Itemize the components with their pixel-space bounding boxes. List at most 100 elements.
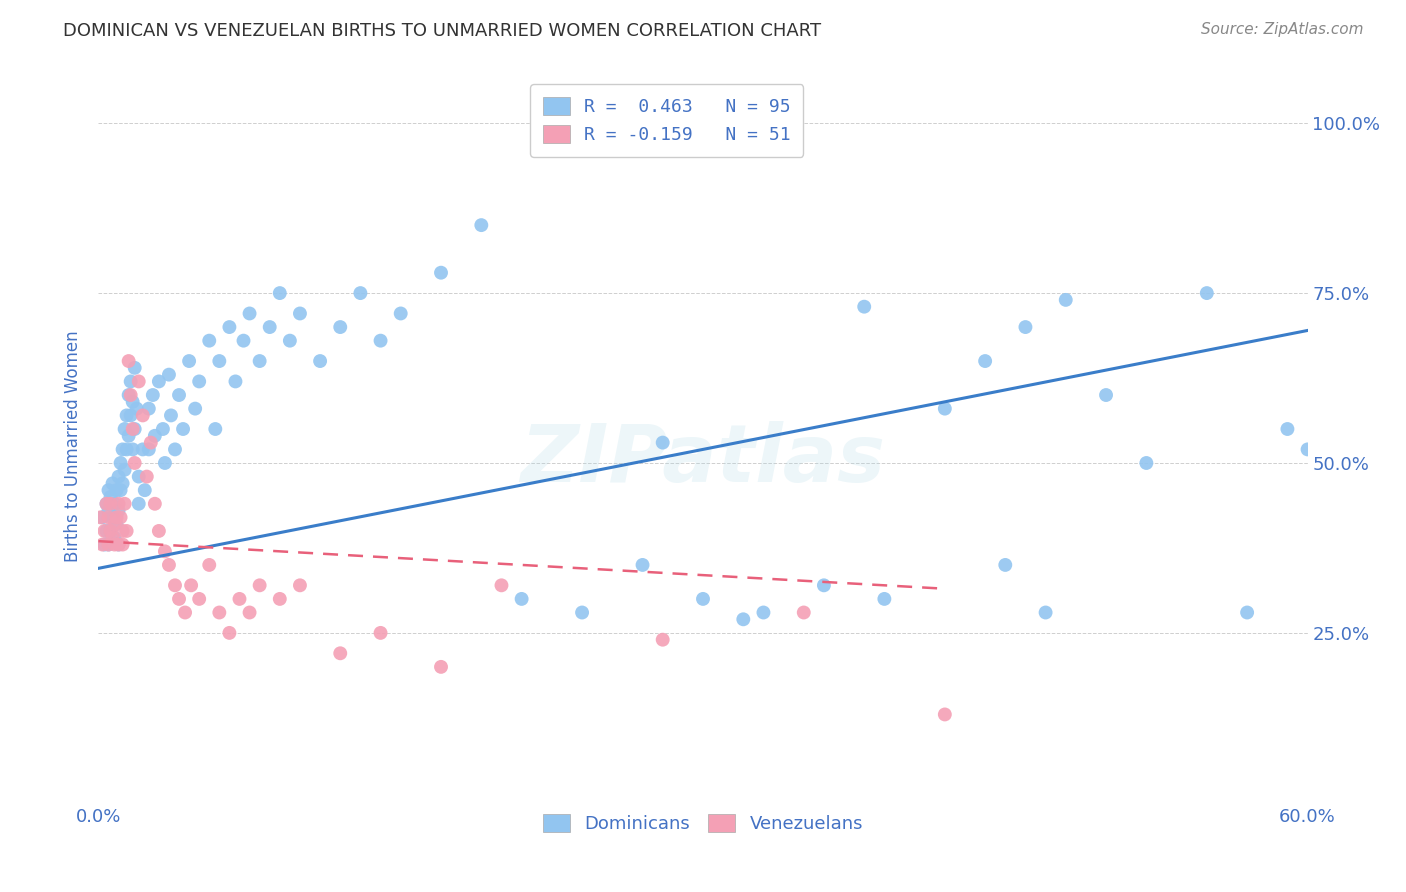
Point	[103, 537, 125, 551]
Point	[239, 306, 262, 320]
Point	[93, 524, 115, 538]
Point	[1277, 422, 1299, 436]
Point	[239, 606, 262, 620]
Text: ZIPatlas: ZIPatlas	[520, 421, 886, 500]
Point	[1095, 388, 1118, 402]
Point	[121, 394, 143, 409]
Point	[349, 286, 371, 301]
Point	[103, 497, 125, 511]
Point	[97, 503, 120, 517]
Point	[793, 606, 815, 620]
Point	[121, 422, 143, 436]
Point	[100, 524, 122, 538]
Point	[128, 375, 150, 389]
Point	[389, 306, 412, 320]
Point	[143, 497, 166, 511]
Point	[111, 442, 134, 457]
Point	[148, 375, 170, 389]
Point	[218, 320, 240, 334]
Point	[114, 422, 136, 436]
Point	[163, 578, 186, 592]
Point	[733, 612, 755, 626]
Point	[100, 497, 122, 511]
Point	[208, 354, 231, 368]
Point	[101, 531, 124, 545]
Point	[1195, 286, 1218, 301]
Point	[208, 606, 231, 620]
Point	[167, 388, 190, 402]
Point	[188, 375, 211, 389]
Point	[91, 510, 114, 524]
Point	[143, 429, 166, 443]
Point	[873, 591, 896, 606]
Point	[97, 537, 120, 551]
Point	[249, 354, 271, 368]
Point	[138, 442, 160, 457]
Y-axis label: Births to Unmarried Women: Births to Unmarried Women	[65, 330, 83, 562]
Point	[179, 354, 201, 368]
Point	[651, 435, 673, 450]
Point	[994, 558, 1017, 572]
Point	[110, 456, 132, 470]
Point	[148, 524, 170, 538]
Point	[571, 606, 593, 620]
Point	[120, 375, 142, 389]
Point	[167, 591, 190, 606]
Point	[224, 375, 246, 389]
Point	[157, 558, 180, 572]
Point	[97, 537, 120, 551]
Point	[249, 578, 271, 592]
Point	[114, 463, 136, 477]
Point	[135, 469, 157, 483]
Point	[1296, 442, 1319, 457]
Point	[103, 517, 125, 532]
Point	[101, 510, 124, 524]
Point	[111, 537, 134, 551]
Point	[269, 286, 291, 301]
Point	[491, 578, 513, 592]
Point	[96, 497, 118, 511]
Point	[853, 300, 876, 314]
Point	[510, 591, 533, 606]
Point	[218, 626, 240, 640]
Point	[132, 409, 155, 423]
Point	[692, 591, 714, 606]
Point	[204, 422, 226, 436]
Point	[110, 483, 132, 498]
Point	[118, 429, 141, 443]
Point	[124, 422, 146, 436]
Point	[118, 388, 141, 402]
Point	[157, 368, 180, 382]
Point	[153, 544, 176, 558]
Point	[111, 476, 134, 491]
Point	[89, 510, 111, 524]
Point	[1236, 606, 1258, 620]
Point	[107, 469, 129, 483]
Point	[651, 632, 673, 647]
Point	[110, 510, 132, 524]
Point	[188, 591, 211, 606]
Point	[97, 510, 120, 524]
Point	[974, 354, 997, 368]
Point	[430, 660, 453, 674]
Point	[1135, 456, 1157, 470]
Point	[278, 334, 301, 348]
Point	[370, 626, 392, 640]
Point	[124, 360, 146, 375]
Point	[115, 442, 138, 457]
Point	[107, 537, 129, 551]
Point	[752, 606, 775, 620]
Point	[105, 510, 128, 524]
Point	[470, 218, 492, 232]
Legend: Dominicans, Venezuelans: Dominicans, Venezuelans	[531, 803, 875, 844]
Point	[100, 524, 122, 538]
Point	[91, 537, 114, 551]
Point	[124, 456, 146, 470]
Point	[142, 388, 165, 402]
Point	[813, 578, 835, 592]
Point	[288, 578, 311, 592]
Point	[198, 334, 221, 348]
Point	[152, 422, 174, 436]
Point	[934, 707, 956, 722]
Point	[228, 591, 250, 606]
